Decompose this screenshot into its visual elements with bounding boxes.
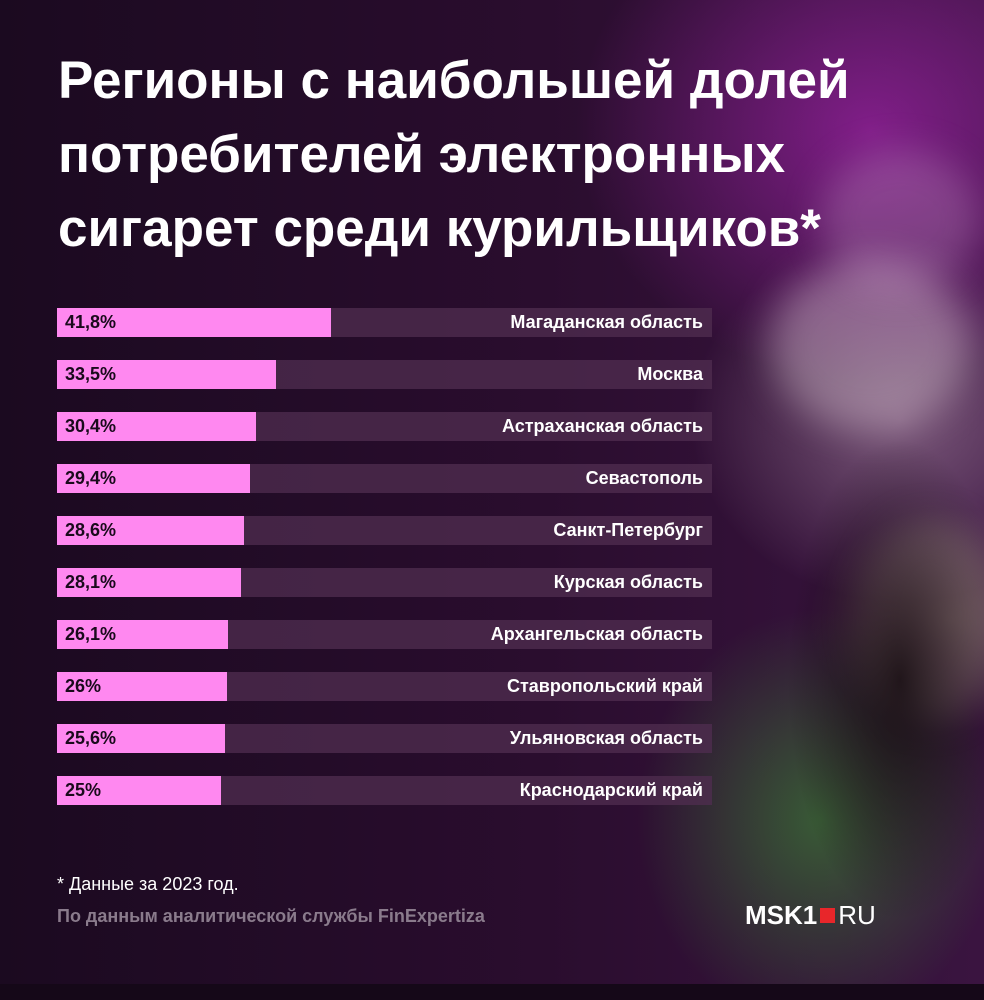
bar-row: 41,8% Магаданская область [57, 308, 712, 337]
bar-value-label: 41,8% [65, 312, 117, 332]
footnote: * Данные за 2023 год. [57, 874, 239, 894]
bar-category-label: Архангельская область [490, 624, 703, 644]
bar-value-label: 30,4% [65, 416, 117, 436]
bar-row: 29,4% Севастополь [57, 464, 712, 493]
bar-category-label: Москва [637, 364, 703, 384]
title-highlight: долей [689, 44, 854, 118]
bar-category-label: Курская область [553, 572, 703, 592]
bar-value-label: 28,6% [65, 520, 117, 540]
bar-category-label: Санкт-Петербург [553, 520, 703, 540]
title-line2: потребителей электронных [58, 125, 786, 184]
bar-row: 26% Ставропольский край [57, 672, 712, 701]
bar-row: 28,6% Санкт-Петербург [57, 516, 712, 545]
bar-category-label: Ставропольский край [506, 676, 703, 696]
bar-row: 30,4% Астраханская область [57, 412, 712, 441]
bar-value-label: 33,5% [65, 364, 117, 384]
bar [57, 568, 242, 597]
bar [57, 464, 250, 493]
bar [57, 360, 277, 389]
logo: MSK1 RU [745, 900, 876, 930]
bar [57, 308, 331, 337]
page-title: Регионы с наибольшей долей потребителей … [58, 44, 958, 266]
bar-chart: 41,8% Магаданская область 33,5% Москва 30,4%… [57, 308, 712, 828]
bar [57, 776, 221, 805]
bar-row: 25,6% Ульяновская область [57, 724, 712, 753]
bar-category-label: Ульяновская область [509, 728, 703, 748]
bar-value-label: 25,6% [65, 728, 117, 748]
bar-value-label: 26,1% [65, 624, 117, 644]
bar-value-label: 26% [65, 676, 102, 696]
bar [57, 412, 257, 441]
bar [57, 724, 225, 753]
bar-row: 25% Краснодарский край [57, 776, 712, 805]
logo-text-right: RU [838, 899, 876, 930]
title-line1-prefix: Регионы с наибольшей [58, 51, 690, 110]
bar-row: 33,5% Москва [57, 360, 712, 389]
bar-category-label: Астраханская область [501, 416, 703, 436]
bar-value-label: 28,1% [65, 572, 117, 592]
bar-value-label: 29,4% [65, 468, 117, 488]
logo-square-icon [820, 907, 836, 923]
bar [57, 620, 228, 649]
smoke-decoration [820, 150, 980, 290]
bar-row: 28,1% Курская область [57, 568, 712, 597]
title-line3: сигарет среди курильщиков* [58, 199, 821, 258]
bar [57, 672, 228, 701]
bar-value-label: 25% [65, 780, 102, 800]
bar-row: 26,1% Архангельская область [57, 620, 712, 649]
bar [57, 516, 245, 545]
bar-category-label: Севастополь [585, 468, 703, 488]
person-silhouette [720, 380, 984, 1000]
bar-category-label: Краснодарский край [519, 780, 703, 800]
bar-category-label: Магаданская область [510, 312, 703, 332]
source-note: По данным аналитической службы FinExpert… [57, 906, 485, 926]
logo-text-left: MSK1 [745, 899, 818, 930]
